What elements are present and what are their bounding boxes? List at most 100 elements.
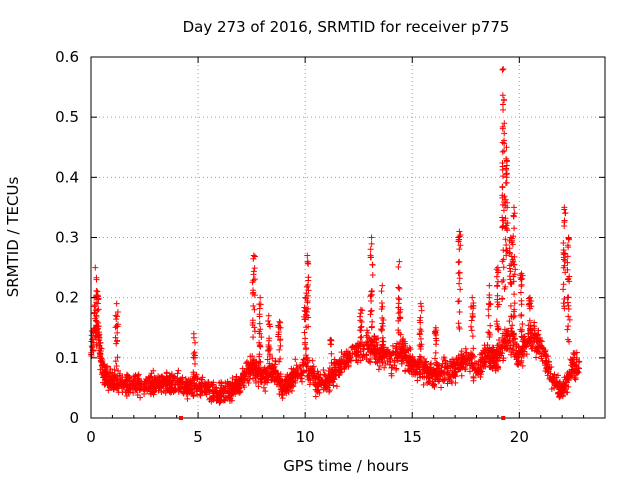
data-point [561, 219, 568, 226]
data-point [126, 382, 133, 389]
data-point [469, 352, 476, 359]
data-point [477, 351, 484, 358]
data-point [373, 336, 380, 343]
data-point [256, 301, 263, 308]
data-point [111, 373, 118, 380]
data-point [333, 383, 340, 390]
data-point [504, 219, 511, 226]
data-point [302, 335, 309, 342]
data-point [228, 383, 235, 390]
data-point [509, 241, 516, 248]
data-point [511, 210, 518, 217]
data-point [93, 293, 100, 300]
data-point [358, 333, 365, 340]
data-point [560, 300, 567, 307]
data-point [190, 369, 197, 376]
data-point [251, 306, 258, 313]
data-point [214, 396, 221, 403]
data-point [304, 373, 311, 380]
data-point [132, 372, 139, 379]
data-point [518, 270, 525, 277]
data-point [405, 355, 412, 362]
data-point [114, 313, 121, 320]
data-point [411, 361, 418, 368]
data-point [563, 379, 570, 386]
data-point [399, 337, 406, 344]
data-point [551, 381, 558, 388]
data-point [107, 370, 114, 377]
data-point [134, 385, 141, 392]
data-point [507, 342, 514, 349]
data-point [303, 295, 310, 302]
data-point [265, 364, 272, 371]
data-point [498, 343, 505, 350]
data-point [308, 366, 315, 373]
data-point [395, 304, 402, 311]
data-point [456, 258, 463, 265]
data-point [94, 288, 101, 295]
data-point [396, 258, 403, 265]
data-point [368, 342, 375, 349]
data-point [262, 388, 269, 395]
data-point [100, 374, 107, 381]
data-point [368, 240, 375, 247]
data-point [231, 389, 238, 396]
data-point [512, 266, 519, 273]
data-point [427, 361, 434, 368]
data-point [485, 329, 492, 336]
data-point [255, 383, 262, 390]
data-point [167, 381, 174, 388]
data-point [112, 334, 119, 341]
data-point [485, 347, 492, 354]
data-point [237, 387, 244, 394]
data-point [470, 299, 477, 306]
data-point [98, 363, 105, 370]
data-point [507, 345, 514, 352]
data-point [574, 370, 581, 377]
x-axis-label: GPS time / hours [283, 457, 409, 475]
data-point [501, 130, 508, 137]
data-point [336, 372, 343, 379]
data-point [503, 157, 510, 164]
data-point [509, 322, 516, 329]
data-point [368, 297, 375, 304]
data-point [429, 378, 436, 385]
data-point [458, 348, 465, 355]
data-point [142, 385, 149, 392]
data-point [250, 303, 257, 310]
data-point [257, 326, 264, 333]
y-tick-label: 0.5 [55, 108, 79, 126]
data-point [402, 367, 409, 374]
data-point [93, 299, 100, 306]
data-point [265, 341, 272, 348]
data-point [230, 390, 237, 397]
data-point [192, 339, 199, 346]
data-point [131, 384, 138, 391]
data-point [100, 362, 107, 369]
data-point [469, 294, 476, 301]
data-point [369, 272, 376, 279]
data-point [560, 281, 567, 288]
data-point [444, 369, 451, 376]
data-point [141, 390, 148, 397]
data-point [537, 337, 544, 344]
data-point [327, 377, 334, 384]
data-point [456, 269, 463, 276]
data-point [457, 366, 464, 373]
data-point [114, 337, 121, 344]
y-tick-label: 0 [69, 409, 79, 427]
data-point [220, 388, 227, 395]
data-point [501, 332, 508, 339]
data-point [150, 389, 157, 396]
data-point [499, 278, 506, 285]
data-point [494, 283, 501, 290]
data-point [456, 228, 463, 235]
data-point [418, 341, 425, 348]
data-point [92, 329, 99, 336]
data-point [539, 345, 546, 352]
data-point [456, 275, 463, 282]
data-point [494, 264, 501, 271]
data-point [389, 364, 396, 371]
data-point [463, 349, 470, 356]
data-point [501, 148, 508, 155]
